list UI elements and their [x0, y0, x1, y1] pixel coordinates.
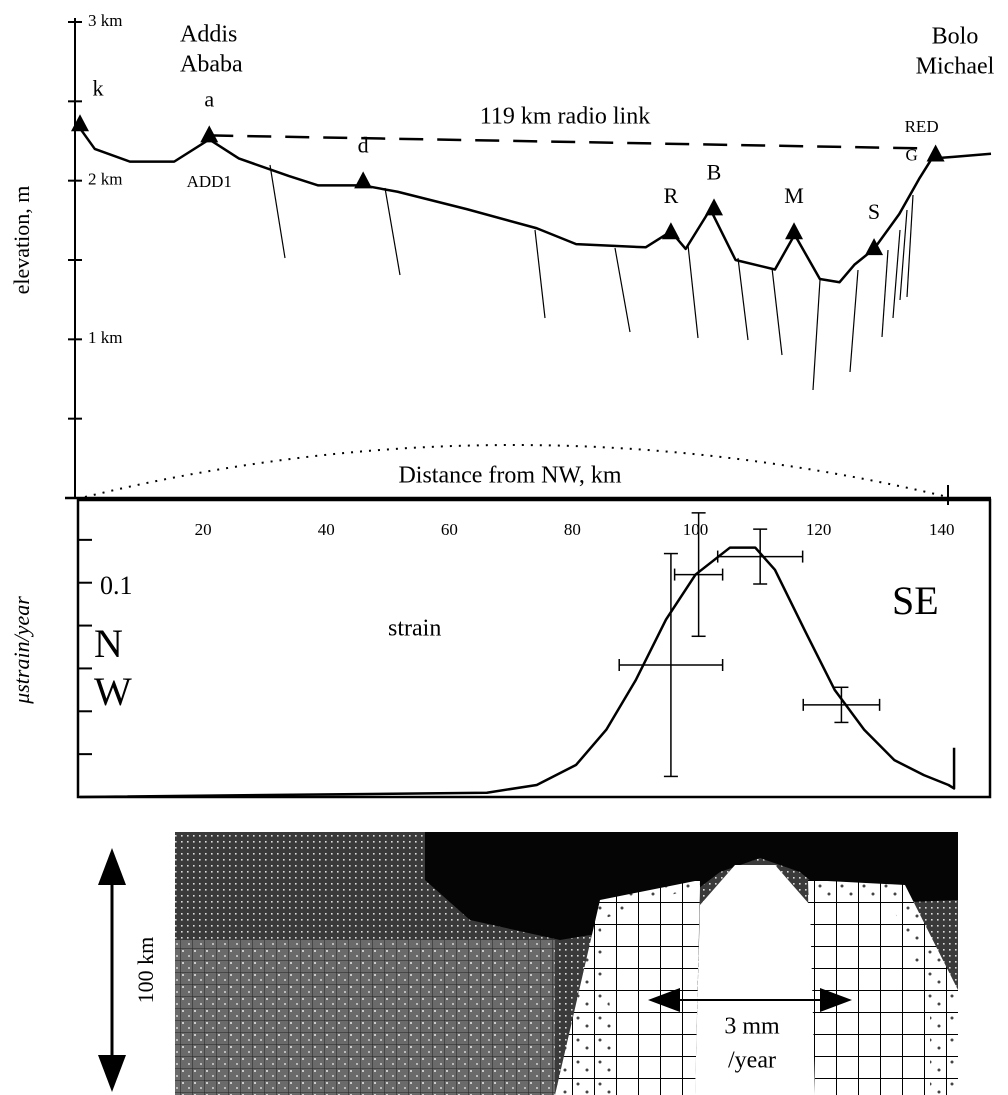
station [705, 198, 724, 216]
station [354, 171, 373, 189]
place-label: Michael [916, 54, 995, 80]
y-tick-label: 3 km [88, 11, 122, 30]
mesh-right-cells [808, 895, 930, 1095]
station [71, 114, 89, 132]
station-label: G [905, 145, 917, 164]
x-tick-label: 60 [441, 520, 458, 539]
x-tick-label: 80 [564, 520, 581, 539]
fault-trace [849, 269, 859, 373]
station [200, 125, 219, 143]
x-tick-label: 20 [195, 520, 212, 539]
annotation: W [94, 669, 132, 714]
fault-trace [771, 267, 783, 356]
station-label: M [784, 183, 804, 208]
fault-trace [906, 194, 914, 298]
station-label: k [93, 75, 104, 100]
y-axis-label: μstrain/year [9, 596, 34, 705]
station-label: B [707, 159, 722, 184]
station-label: S [868, 199, 880, 224]
place-label: Bolo [932, 24, 979, 50]
fault-trace [384, 187, 401, 276]
place-label: Ababa [180, 52, 243, 78]
fault-trace [269, 164, 286, 259]
dotted-arc [84, 444, 949, 498]
station [785, 222, 804, 240]
annotation: N [94, 621, 123, 666]
arrow-head [820, 988, 852, 1012]
y-axis-label: elevation, m [9, 186, 34, 295]
x-axis-label: Distance from NW, km [398, 463, 621, 489]
arrow-head [98, 848, 126, 885]
fault-trace [737, 257, 749, 341]
station-label: d [358, 132, 369, 157]
rate-label: 3 mm [724, 1014, 780, 1040]
fault-trace [899, 209, 908, 301]
width-label: 5 km [728, 891, 777, 917]
fault-trace [687, 244, 699, 339]
depth-label: 100 km [133, 937, 158, 1004]
station-label: a [204, 86, 214, 111]
x-tick-label: 140 [929, 520, 955, 539]
rate-label: /year [728, 1048, 776, 1074]
x-tick-label: 40 [318, 520, 335, 539]
x-tick-label: 100 [683, 520, 709, 539]
radio-link [209, 134, 928, 150]
annotation: 0.1 [100, 571, 133, 600]
fault-trace [881, 249, 889, 338]
station [865, 238, 884, 256]
station-label: R [664, 183, 679, 208]
mesh-lower-left [175, 940, 555, 1095]
mesh-channel [695, 865, 815, 1095]
station [661, 222, 680, 240]
annotation: strain [388, 616, 441, 642]
y-tick-label: 2 km [88, 170, 122, 189]
y-tick-label: 1 km [88, 328, 122, 347]
annotation: SE [892, 578, 939, 623]
fault-trace [534, 229, 546, 319]
fault-trace [614, 247, 631, 333]
fault-trace [812, 279, 821, 391]
place-label: Addis [180, 22, 237, 48]
annotation: ADD1 [187, 172, 232, 191]
data-line [78, 127, 992, 284]
fault-trace [892, 229, 901, 319]
x-tick-label: 120 [806, 520, 832, 539]
arrow-head [648, 988, 680, 1012]
strain-frame [76, 498, 992, 799]
radio-link-label: 119 km radio link [480, 104, 650, 130]
model-mesh: 5 km 3 mm /year 100 km [98, 832, 958, 1095]
annotation: RED [905, 117, 939, 136]
arrow-head [98, 1055, 126, 1092]
data-line [79, 546, 956, 799]
mesh-left-cells [600, 885, 700, 1095]
station [926, 144, 945, 162]
